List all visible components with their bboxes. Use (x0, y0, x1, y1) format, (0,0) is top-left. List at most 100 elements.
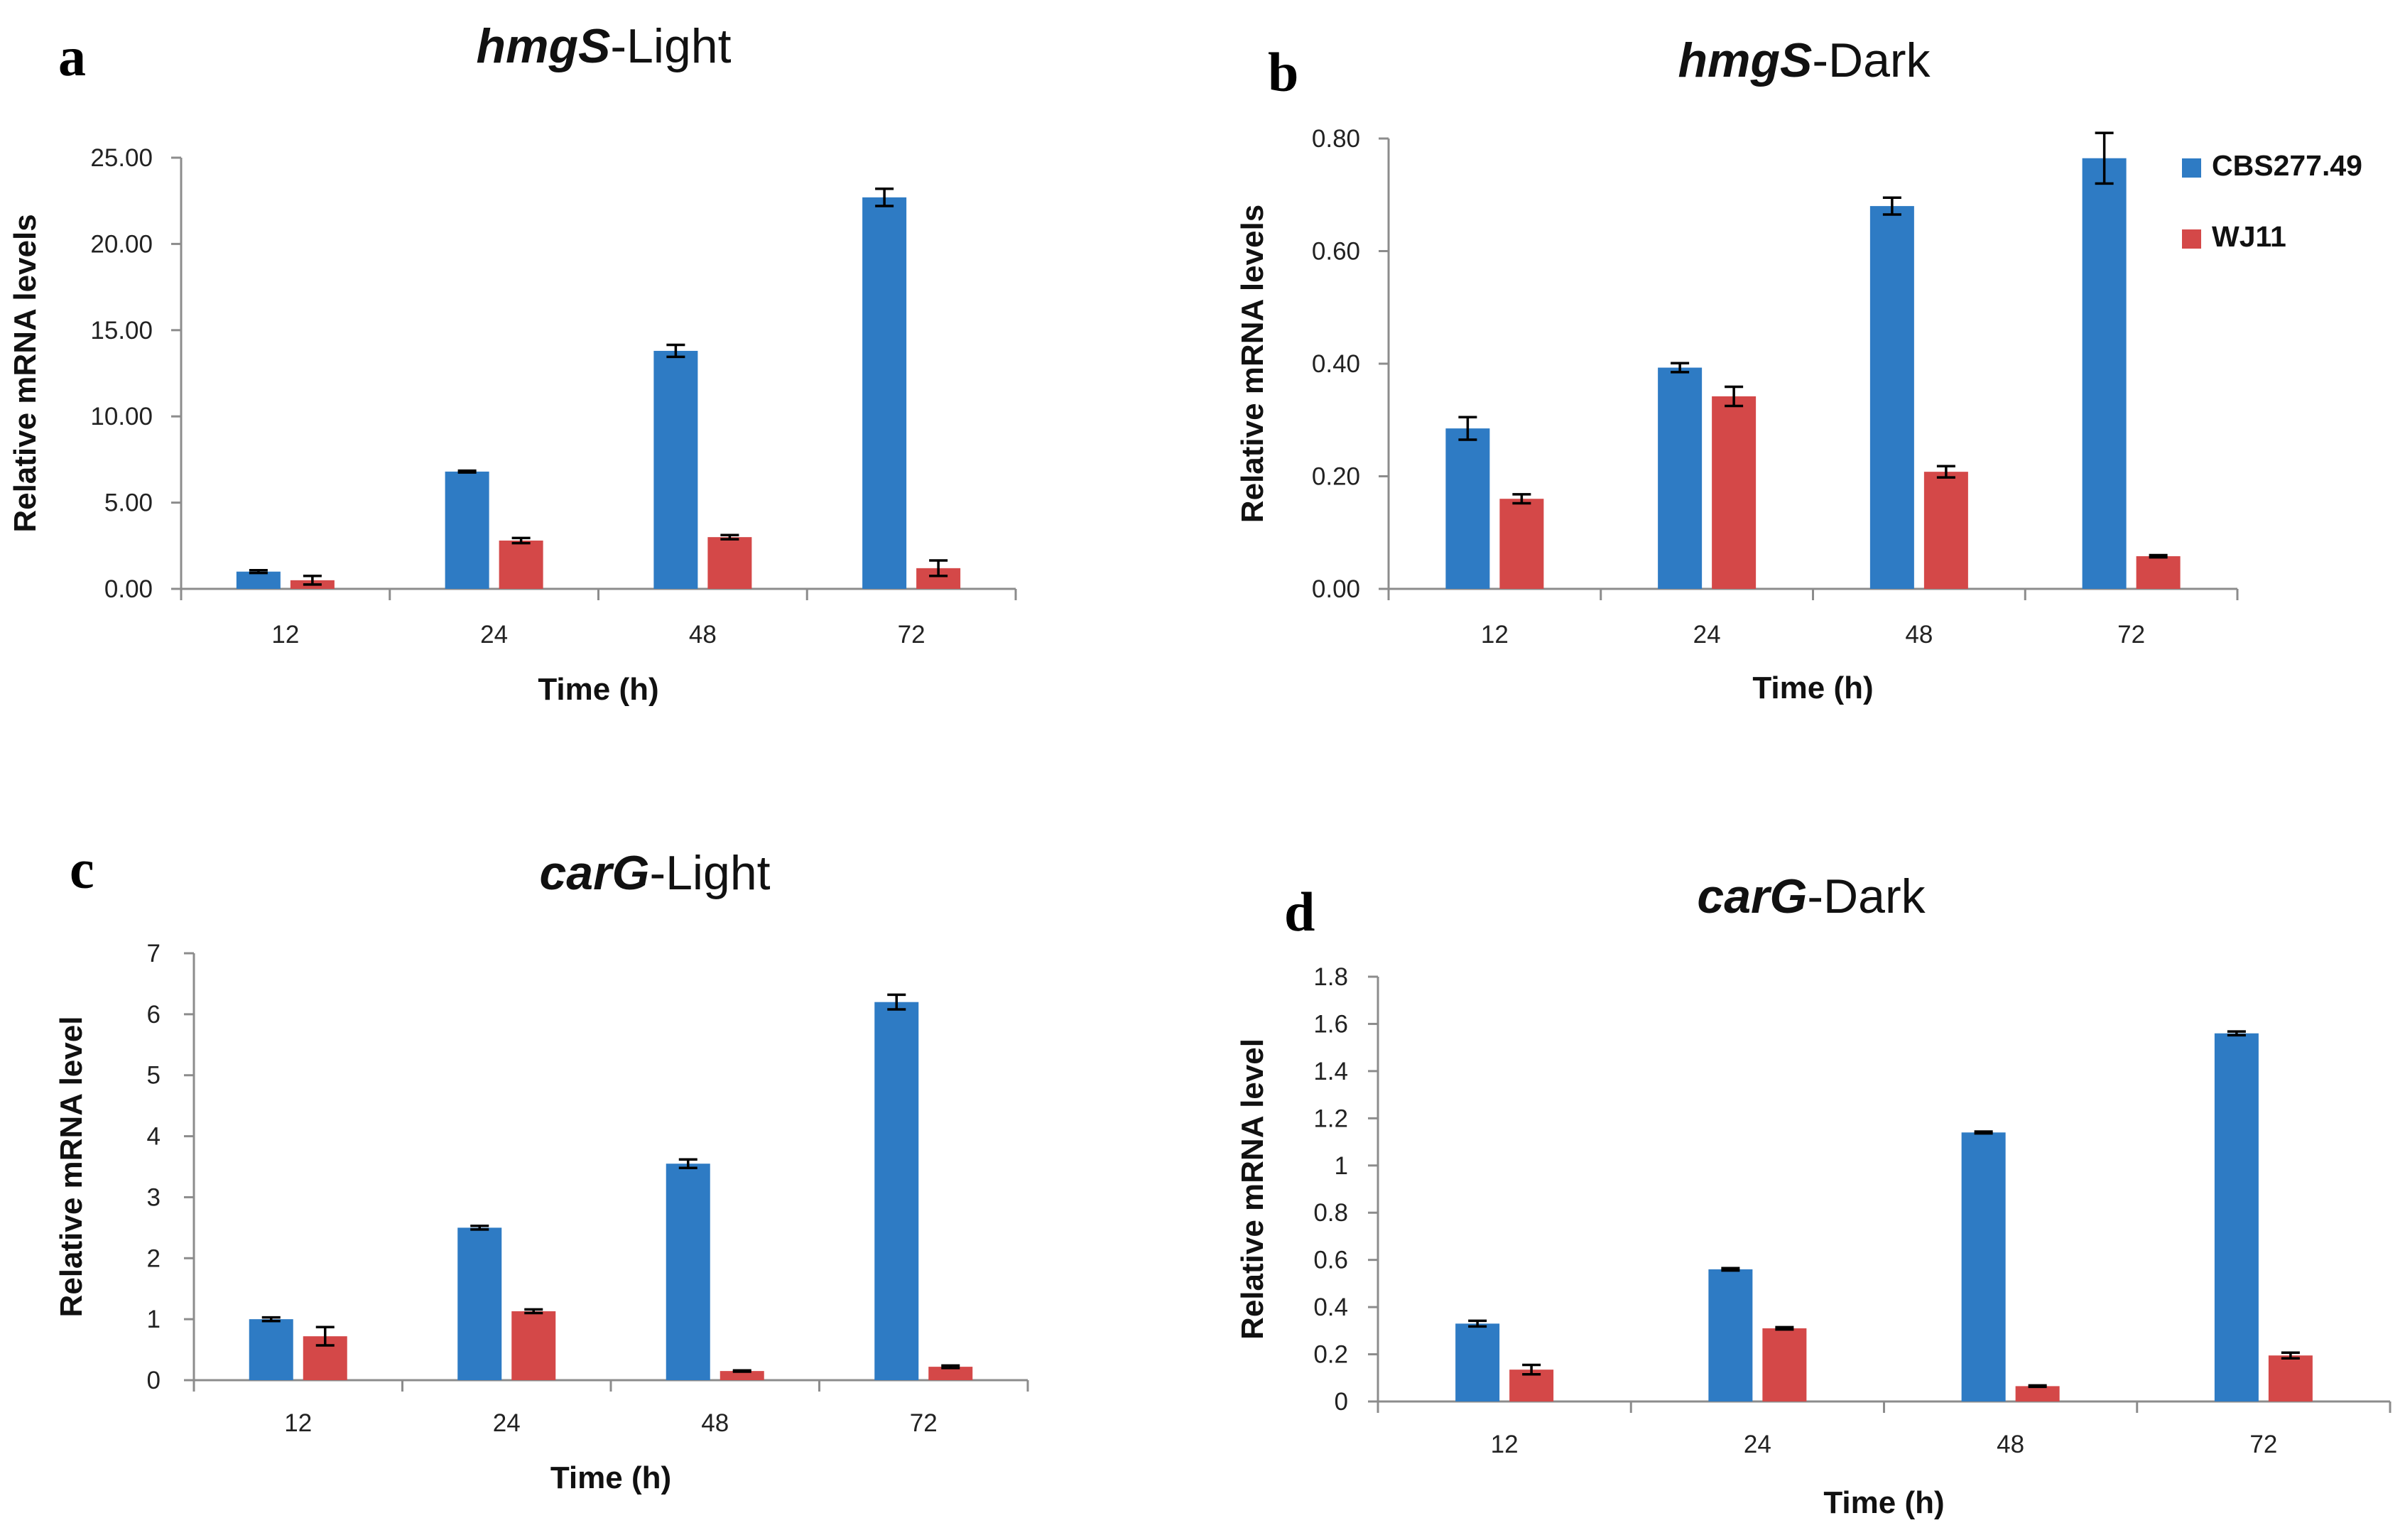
y-tick-label: 1 (147, 1306, 161, 1333)
chart-title-gene: hmgS (476, 19, 610, 73)
x-tick-label: 48 (701, 1409, 729, 1437)
y-tick-label: 2 (147, 1245, 161, 1272)
chart-panel-d: d carG-Dark 0 0.2 0.4 0.6 0.8 1 1.2 1.4 1.6 1.8 12 24… (1235, 869, 2392, 1520)
panel-letter: a (58, 26, 86, 87)
bar-wj11-72h (2136, 556, 2181, 589)
y-tick-label: 0.4 (1313, 1294, 1348, 1321)
y-tick-label: 0.00 (104, 575, 153, 603)
chart-title: hmgS-Dark (1678, 33, 1931, 87)
y-axis-label: Relative mRNA levels (8, 214, 43, 532)
bar-cbs27749-72h (862, 197, 907, 589)
bar-wj11-12h (1499, 499, 1544, 589)
panel-letter: b (1268, 41, 1298, 103)
legend-label: CBS277.49 (2212, 149, 2362, 182)
y-axis-label: Relative mRNA level (1235, 1039, 1270, 1340)
y-tick-label: 0.20 (1312, 463, 1360, 491)
panel-letter: d (1284, 881, 1315, 943)
bar-cbs27749-72h (2082, 158, 2127, 590)
x-tick-label: 72 (2249, 1431, 2277, 1458)
y-tick-label: 10.00 (90, 403, 153, 430)
bar-cbs27749-12h (249, 1319, 293, 1380)
bar-wj11-24h (1762, 1328, 1807, 1401)
bar-wj11-24h (1712, 396, 1757, 589)
x-axis-label: Time (h) (1752, 671, 1873, 705)
y-tick-label: 5.00 (104, 489, 153, 517)
y-tick-label: 25.00 (90, 144, 153, 172)
bar-cbs27749-72h (874, 1002, 919, 1380)
y-tick-label: 0 (147, 1367, 161, 1394)
y-tick-label: 6 (147, 1001, 161, 1029)
bar-wj11-48h (707, 537, 752, 589)
bar-wj11-24h (499, 541, 543, 589)
x-tick-label: 12 (271, 621, 299, 649)
y-tick-label: 0 (1335, 1388, 1348, 1416)
x-tick-label: 12 (1491, 1431, 1519, 1458)
chart-title-gene: hmgS (1678, 33, 1812, 87)
bar-wj11-48h (720, 1371, 764, 1380)
y-tick-label: 0.00 (1312, 575, 1360, 603)
chart-title-condition: -Dark (1807, 869, 1926, 923)
y-tick-label: 1.6 (1313, 1010, 1348, 1038)
y-tick-label: 1.4 (1313, 1058, 1348, 1085)
x-axis-label: Time (h) (1823, 1485, 1944, 1520)
x-axis-label: Time (h) (550, 1460, 671, 1495)
legend: CBS277.49 WJ11 (2182, 149, 2362, 253)
bar-wj11-48h (2015, 1386, 2060, 1401)
bar-cbs27749-48h (1869, 206, 1914, 590)
bar-cbs27749-24h (1658, 367, 1703, 589)
x-tick-label: 48 (689, 621, 717, 649)
chart-title: carG-Dark (1697, 869, 1926, 923)
chart-title-condition: -Dark (1812, 33, 1931, 87)
chart-panel-b: b hmgS-Dark 0.00 0.20 0.40 0.60 0.80 12 24 48 72 Ti… (1235, 33, 2239, 705)
chart-title-condition: -Light (610, 19, 731, 73)
chart-title: carG-Light (539, 846, 770, 900)
bar-cbs27749-48h (1961, 1132, 2006, 1401)
bar-wj11-24h (511, 1311, 556, 1380)
chart-title-gene: carG (539, 846, 649, 900)
y-tick-label: 5 (147, 1062, 161, 1090)
x-tick-label: 24 (480, 621, 508, 649)
bar-cbs27749-12h (1455, 1323, 1500, 1401)
x-tick-label: 24 (1693, 621, 1721, 649)
y-tick-label: 0.40 (1312, 350, 1360, 378)
y-tick-label: 1.8 (1313, 963, 1348, 991)
y-tick-label: 20.00 (90, 230, 153, 258)
chart-title: hmgS-Light (476, 19, 731, 73)
x-tick-label: 12 (1481, 621, 1509, 649)
bar-wj11-72h (928, 1367, 973, 1380)
y-tick-label: 1 (1335, 1152, 1348, 1180)
x-tick-label: 72 (898, 621, 925, 649)
y-tick-label: 0.2 (1313, 1341, 1348, 1369)
chart-title-gene: carG (1697, 869, 1807, 923)
panel-letter: c (70, 838, 94, 900)
y-tick-label: 0.8 (1313, 1199, 1348, 1227)
chart-title-condition: -Light (649, 846, 770, 900)
y-axis-label: Relative mRNA level (54, 1016, 89, 1318)
bar-wj11-48h (1923, 472, 1968, 589)
y-axis-label: Relative mRNA levels (1235, 205, 1270, 523)
y-tick-label: 0.80 (1312, 125, 1360, 153)
x-tick-label: 48 (1905, 621, 1933, 649)
legend-label: WJ11 (2212, 220, 2286, 253)
y-tick-label: 7 (147, 940, 161, 967)
y-tick-label: 1.2 (1313, 1105, 1348, 1132)
x-tick-label: 24 (1744, 1431, 1771, 1458)
bar-cbs27749-24h (445, 471, 489, 589)
y-tick-label: 0.6 (1313, 1247, 1348, 1274)
x-tick-label: 24 (493, 1409, 521, 1437)
x-axis-label: Time (h) (538, 672, 658, 707)
chart-panel-a: a hmgS-Light 0.00 5.00 10.00 15.00 20.00 25.00 1… (8, 19, 1017, 707)
x-tick-label: 12 (284, 1409, 312, 1437)
y-tick-label: 15.00 (90, 317, 153, 345)
y-tick-label: 3 (147, 1183, 161, 1211)
bar-cbs27749-12h (236, 571, 281, 589)
y-tick-label: 0.60 (1312, 238, 1360, 266)
bar-cbs27749-48h (653, 350, 698, 589)
x-tick-label: 72 (910, 1409, 938, 1437)
x-tick-label: 72 (2117, 621, 2145, 649)
bar-cbs27749-24h (1708, 1269, 1753, 1401)
bar-cbs27749-48h (666, 1164, 710, 1380)
legend-swatch (2182, 158, 2201, 178)
